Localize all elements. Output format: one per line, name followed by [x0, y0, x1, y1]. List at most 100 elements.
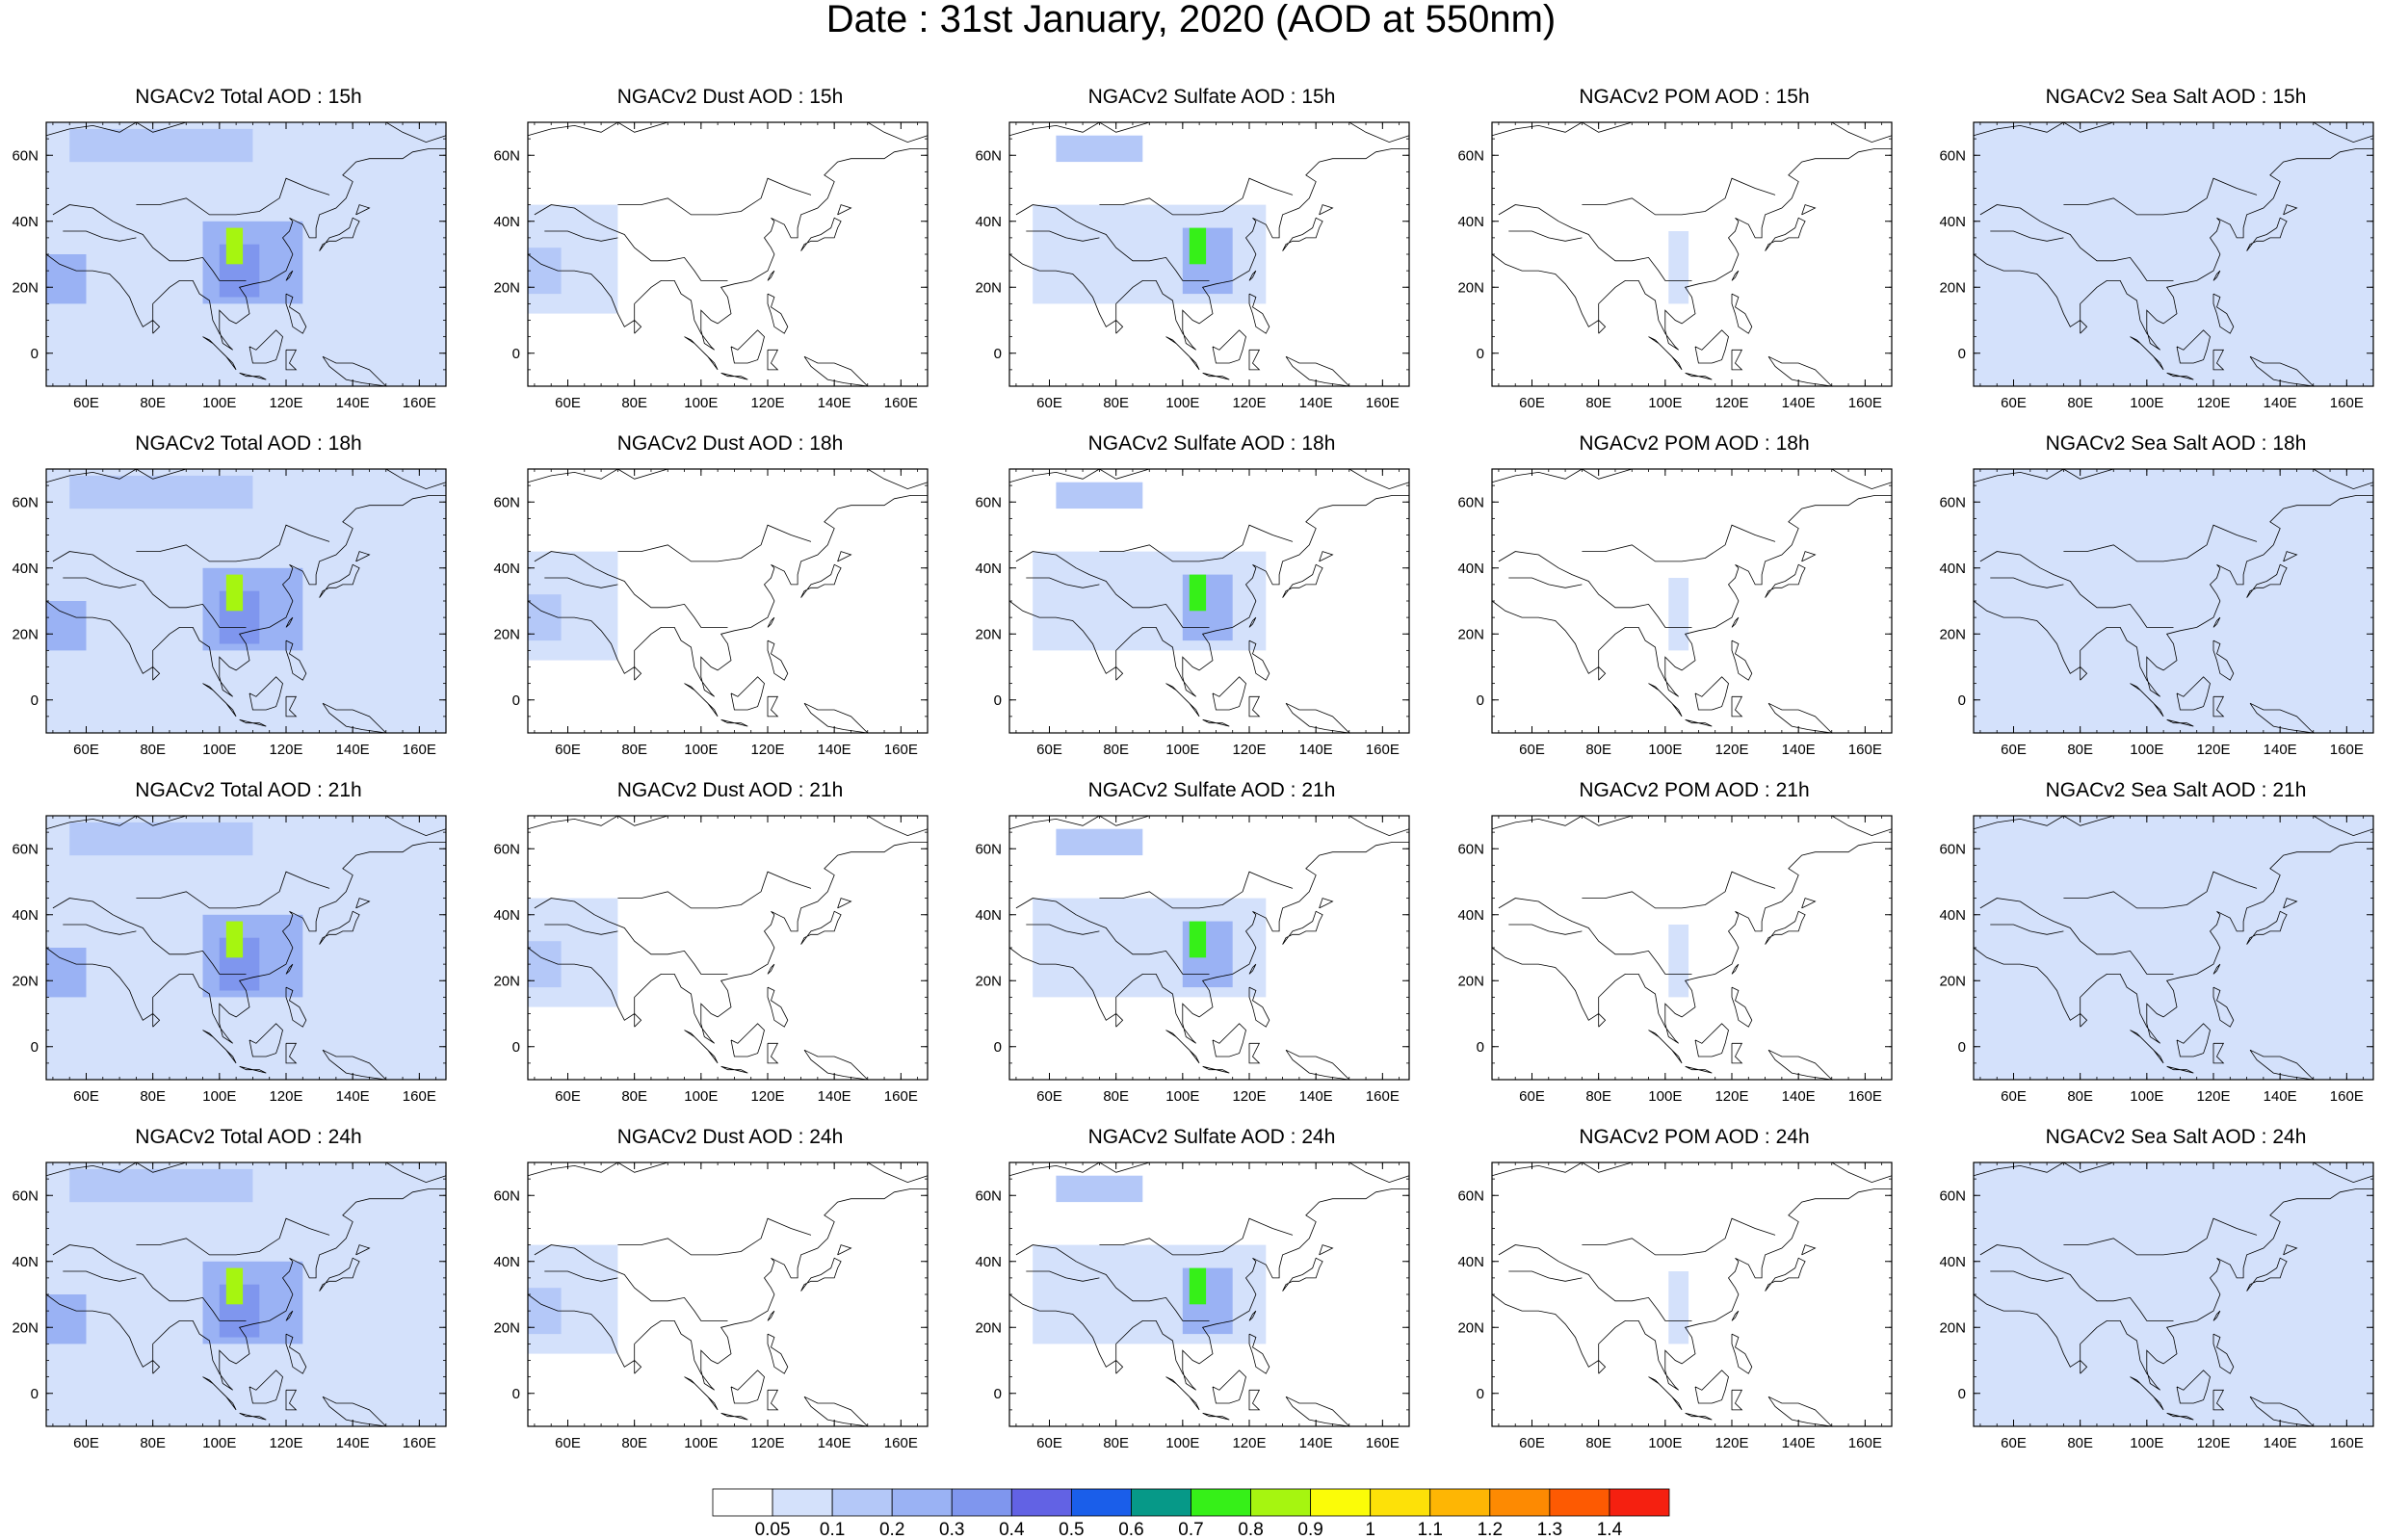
map-panel: NGACv2 Sea Salt AOD : 21h 60E 80E 100E 120E 1…: [1939, 779, 2374, 1105]
lat-tick-label: 60N: [12, 1188, 39, 1204]
panel-title: NGACv2 Dust AOD : 18h: [616, 432, 844, 455]
map-plot: 60E 80E 100E 120E 140E 160E 0 20N 40N 60N: [493, 468, 929, 758]
colorbar-box: [1489, 1488, 1551, 1517]
lon-tick-label: 60E: [2001, 1088, 2027, 1105]
lat-tick-label: 60N: [493, 841, 520, 857]
lon-tick-label: 160E: [1366, 395, 1400, 411]
aod-field-cell: [46, 254, 87, 304]
map-plot: 60E 80E 100E 120E 140E 160E 0 20N 40N 60N: [1939, 468, 2374, 758]
lon-tick-label: 120E: [1715, 742, 1748, 758]
lat-tick-label: 0: [1477, 692, 1484, 709]
lat-tick-label: 20N: [975, 973, 1002, 989]
aod-field-cell: [225, 921, 244, 958]
lat-tick-label: 40N: [493, 214, 520, 230]
lat-tick-label: 0: [994, 346, 1002, 362]
lon-tick-label: 60E: [1036, 1435, 1062, 1451]
lon-tick-label: 140E: [336, 1088, 370, 1105]
lon-tick-label: 60E: [1519, 1088, 1545, 1105]
lat-tick-label: 0: [994, 1039, 1002, 1056]
aod-field-cell: [1056, 828, 1143, 856]
map-panel: NGACv2 Sea Salt AOD : 15h 60E 80E 100E 120E 1…: [1939, 86, 2374, 411]
colorbar-label: 0.9: [1297, 1520, 1322, 1540]
lat-tick-label: 60N: [1457, 494, 1484, 510]
colorbar-box: [1131, 1488, 1191, 1517]
lat-tick-label: 20N: [493, 626, 520, 642]
lat-tick-label: 20N: [12, 1319, 39, 1336]
colorbar-box: [1070, 1488, 1132, 1517]
map-panel: NGACv2 Sulfate AOD : 21h 60E 80E 100E 120E 14…: [975, 779, 1410, 1105]
lon-tick-label: 80E: [621, 1435, 647, 1451]
map-panel: NGACv2 Total AOD : 24h 60E 80E 100E 120E 140E…: [12, 1126, 447, 1451]
colorbar-svg: 0.05 0.1 0.2 0.3 0.4 0.5 0.6 0.7 0.8 0.9 1 1.1 1.2 1.…: [712, 1488, 1670, 1540]
lon-tick-label: 80E: [2067, 1435, 2093, 1451]
coastline: [527, 1162, 929, 1427]
lon-tick-label: 160E: [403, 1088, 436, 1105]
coastline: [45, 121, 447, 387]
coastline: [527, 815, 929, 1081]
lat-tick-label: 20N: [493, 1319, 520, 1336]
lat-tick-label: 60N: [1457, 841, 1484, 857]
lon-tick-label: 120E: [2196, 395, 2230, 411]
lat-tick-label: 60N: [975, 147, 1002, 164]
lat-tick-label: 60N: [1939, 841, 1966, 857]
lon-tick-label: 60E: [1519, 742, 1545, 758]
lon-tick-label: 120E: [269, 395, 302, 411]
lon-tick-label: 160E: [1366, 742, 1400, 758]
lat-tick-label: 40N: [493, 1254, 520, 1270]
lon-tick-label: 160E: [1848, 1088, 1882, 1105]
lat-tick-label: 60N: [1457, 1188, 1484, 1204]
map-frame: [1491, 1162, 1893, 1427]
map-panel: NGACv2 Dust AOD : 21h 60E 80E 100E 120E 140E 1…: [493, 779, 929, 1105]
lon-tick-label: 60E: [555, 395, 581, 411]
lon-tick-label: 80E: [140, 1088, 166, 1105]
lon-tick-label: 100E: [1648, 1435, 1682, 1451]
lon-tick-label: 100E: [1165, 1435, 1199, 1451]
colorbar-label: 1: [1365, 1520, 1375, 1540]
lon-tick-label: 120E: [2196, 1088, 2230, 1105]
map-panel: NGACv2 Total AOD : 21h 60E 80E 100E 120E 140E…: [12, 779, 447, 1105]
panel-title: NGACv2 POM AOD : 21h: [1579, 779, 1810, 801]
lon-tick-label: 140E: [818, 395, 851, 411]
aod-field-cell: [1974, 469, 2373, 733]
colorbar-label: 0.4: [999, 1520, 1025, 1540]
colorbar-box: [831, 1488, 893, 1517]
map-panel: NGACv2 Dust AOD : 18h 60E 80E 100E 120E 140E 1…: [493, 432, 929, 758]
aod-field-cell: [528, 941, 562, 988]
colorbar-label: 1.3: [1537, 1520, 1562, 1540]
lat-tick-label: 0: [1958, 346, 1966, 362]
panel-title: NGACv2 Sulfate AOD : 18h: [1087, 432, 1336, 455]
map-panel: NGACv2 Dust AOD : 15h 60E 80E 100E 120E 140E 1…: [493, 86, 929, 411]
lon-tick-label: 160E: [1366, 1088, 1400, 1105]
lat-tick-label: 60N: [12, 841, 39, 857]
lon-tick-label: 140E: [336, 395, 370, 411]
lon-tick-label: 80E: [1103, 1088, 1129, 1105]
lat-tick-label: 0: [1477, 1039, 1484, 1056]
lon-tick-label: 100E: [202, 1435, 236, 1451]
lon-tick-label: 120E: [2196, 742, 2230, 758]
aod-field-cell: [46, 948, 87, 998]
lon-tick-label: 140E: [2264, 1088, 2297, 1105]
lat-tick-label: 40N: [975, 907, 1002, 924]
lon-tick-label: 80E: [2067, 742, 2093, 758]
panel-title: NGACv2 Total AOD : 24h: [135, 1126, 362, 1148]
lon-tick-label: 60E: [2001, 1435, 2027, 1451]
panel-title: NGACv2 Sea Salt AOD : 24h: [2045, 1126, 2307, 1148]
lat-tick-label: 60N: [493, 147, 520, 164]
lat-tick-label: 20N: [975, 626, 1002, 642]
aod-field-cell: [225, 1267, 244, 1305]
colorbar-box: [1609, 1488, 1670, 1517]
lat-tick-label: 40N: [1457, 907, 1484, 924]
lon-tick-label: 140E: [818, 1435, 851, 1451]
lat-tick-label: 20N: [12, 973, 39, 989]
map-frame: [1491, 815, 1893, 1081]
aod-field-cell: [1189, 921, 1207, 958]
lat-tick-label: 20N: [975, 1319, 1002, 1336]
lat-tick-label: 0: [512, 692, 520, 709]
colorbar-box: [1010, 1488, 1072, 1517]
aod-field-cell: [46, 601, 87, 651]
lon-tick-label: 140E: [818, 1088, 851, 1105]
figure-title: Date : 31st January, 2020 (AOD at 550nm): [825, 0, 1557, 40]
aod-field-cell: [1189, 227, 1207, 265]
coastline: [45, 815, 447, 1081]
